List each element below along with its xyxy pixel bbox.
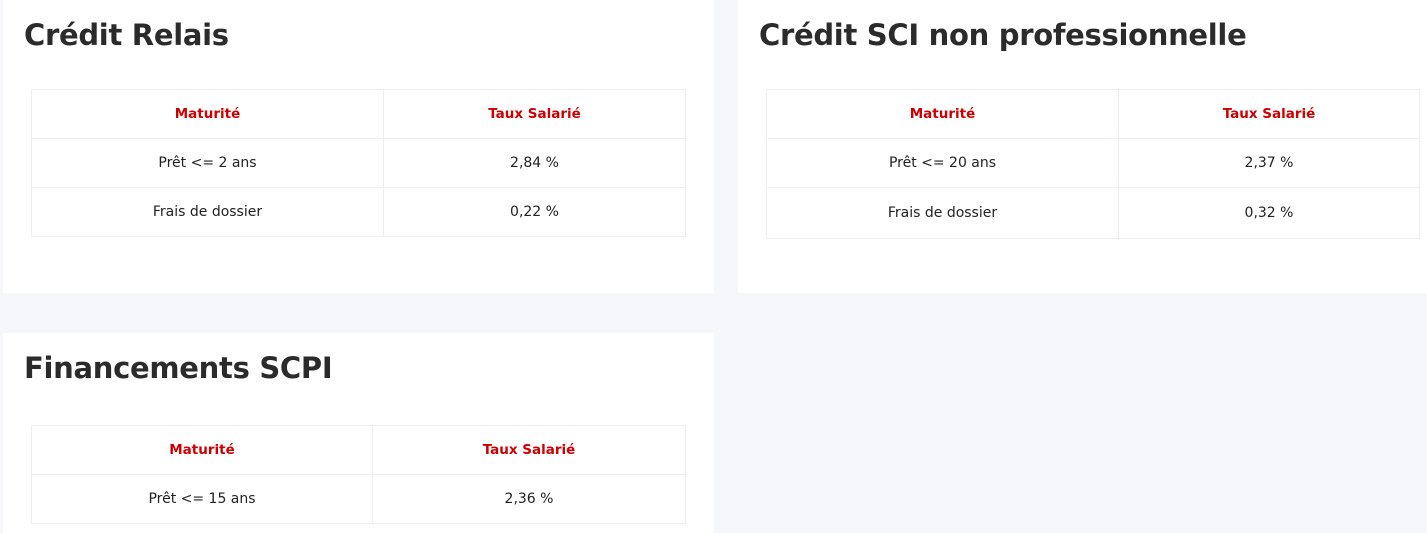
- table-header-row: Maturité Taux Salarié: [31, 89, 686, 139]
- table-row: Prêt <= 15 ans 2,36 %: [31, 474, 686, 524]
- rates-table: Maturité Taux Salarié Prêt <= 15 ans 2,36 …: [31, 425, 686, 524]
- table-row: Prêt <= 2 ans 2,84 %: [31, 138, 686, 188]
- panel-title: Financements SCPI: [24, 351, 333, 385]
- cell-taux: 0,22 %: [383, 187, 686, 237]
- cell-maturite: Prêt <= 20 ans: [766, 138, 1119, 188]
- header-taux: Taux Salarié: [372, 425, 686, 475]
- rates-table: Maturité Taux Salarié Prêt <= 20 ans 2,37 …: [766, 89, 1420, 239]
- cell-taux: 2,37 %: [1118, 138, 1420, 188]
- panel-credit-sci: Crédit SCI non professionnelle Maturité T…: [738, 0, 1427, 293]
- cell-taux: 2,36 %: [372, 474, 686, 524]
- panel-title: Crédit SCI non professionnelle: [759, 18, 1247, 52]
- rates-table: Maturité Taux Salarié Prêt <= 2 ans 2,84 %…: [31, 89, 686, 237]
- cell-maturite: Prêt <= 2 ans: [31, 138, 384, 188]
- header-taux: Taux Salarié: [1118, 89, 1420, 139]
- cell-maturite: Frais de dossier: [766, 187, 1119, 239]
- cell-taux: 0,32 %: [1118, 187, 1420, 239]
- header-maturite: Maturité: [31, 89, 384, 139]
- table-row: Prêt <= 20 ans 2,37 %: [766, 138, 1420, 188]
- table-row: Frais de dossier 0,22 %: [31, 187, 686, 237]
- table-header-row: Maturité Taux Salarié: [766, 89, 1420, 139]
- table-row: Frais de dossier 0,32 %: [766, 187, 1420, 239]
- panel-financements-scpi: Financements SCPI Maturité Taux Salarié P…: [3, 333, 714, 533]
- header-maturite: Maturité: [766, 89, 1119, 139]
- cell-taux: 2,84 %: [383, 138, 686, 188]
- header-taux: Taux Salarié: [383, 89, 686, 139]
- panel-title: Crédit Relais: [24, 18, 229, 52]
- cell-maturite: Frais de dossier: [31, 187, 384, 237]
- table-header-row: Maturité Taux Salarié: [31, 425, 686, 475]
- cell-maturite: Prêt <= 15 ans: [31, 474, 373, 524]
- header-maturite: Maturité: [31, 425, 373, 475]
- panel-credit-relais: Crédit Relais Maturité Taux Salarié Prêt …: [3, 0, 714, 293]
